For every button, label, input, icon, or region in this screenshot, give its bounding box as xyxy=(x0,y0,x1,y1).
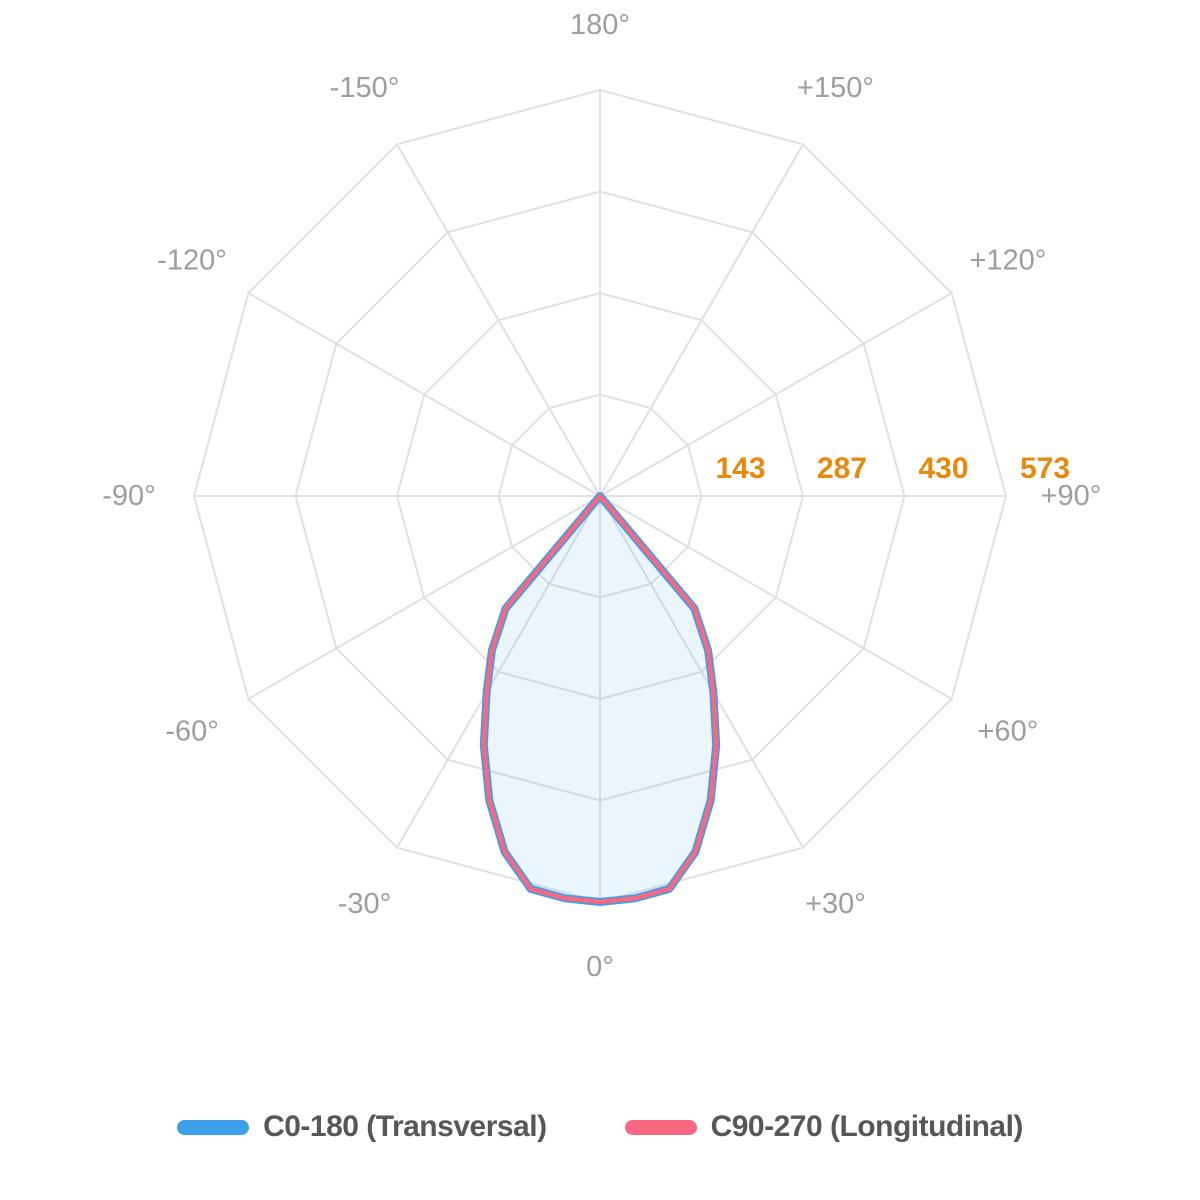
angle-tick-label--60: -60° xyxy=(165,716,219,748)
angle-tick-label--120: -120° xyxy=(157,245,227,277)
legend-swatch-c0-180 xyxy=(177,1119,250,1135)
grid-spoke--60 xyxy=(247,495,601,700)
legend-item-c0-180: C0-180 (Transversal) xyxy=(177,1110,547,1144)
angle-tick-label-180: 180° xyxy=(570,9,630,41)
angle-tick-label-30: +30° xyxy=(805,888,866,920)
chart-legend: C0-180 (Transversal) C90-270 (Longitudin… xyxy=(0,1102,1200,1152)
legend-label-c90-270: C90-270 (Longitudinal) xyxy=(710,1110,1024,1143)
angle-tick-label-0: 0° xyxy=(586,951,614,983)
legend-swatch-c90-270 xyxy=(624,1119,697,1135)
radial-tick-label-430: 430 xyxy=(919,452,969,485)
series-c90-270-curve xyxy=(481,493,719,905)
radial-tick-label-143: 143 xyxy=(716,452,766,485)
polar-photometric-chart: 180° -150° +150° -120° +120° -90° +90° -60° +60°… xyxy=(102,9,1102,983)
grid-spoke-60 xyxy=(599,495,953,700)
grid-spoke--150 xyxy=(396,143,601,497)
beam-fill xyxy=(483,496,717,902)
grid-spoke-30 xyxy=(599,495,804,849)
angle-tick-label--90: -90° xyxy=(102,480,156,512)
grid-spoke--120 xyxy=(247,292,601,497)
grid-spoke-150 xyxy=(599,143,804,497)
angle-tick-label-120: +120° xyxy=(969,245,1046,277)
angle-tick-label-90: +90° xyxy=(1041,480,1102,512)
polar-chart-area: 180° -150° +150° -120° +120° -90° +90° -60° +60°… xyxy=(102,9,1102,983)
legend-label-c0-180: C0-180 (Transversal) xyxy=(263,1110,547,1143)
legend-item-c90-270: C90-270 (Longitudinal) xyxy=(624,1110,1024,1144)
radial-tick-label-287: 287 xyxy=(817,452,867,485)
angle-tick-label--30: -30° xyxy=(338,888,392,920)
angle-tick-label-60: +60° xyxy=(978,716,1039,748)
angle-tick-label-150: +150° xyxy=(797,72,874,104)
grid-spoke-120 xyxy=(599,292,953,497)
angle-tick-label--150: -150° xyxy=(330,72,400,104)
grid-spoke--30 xyxy=(396,495,601,849)
radial-tick-label-573: 573 xyxy=(1020,452,1070,485)
